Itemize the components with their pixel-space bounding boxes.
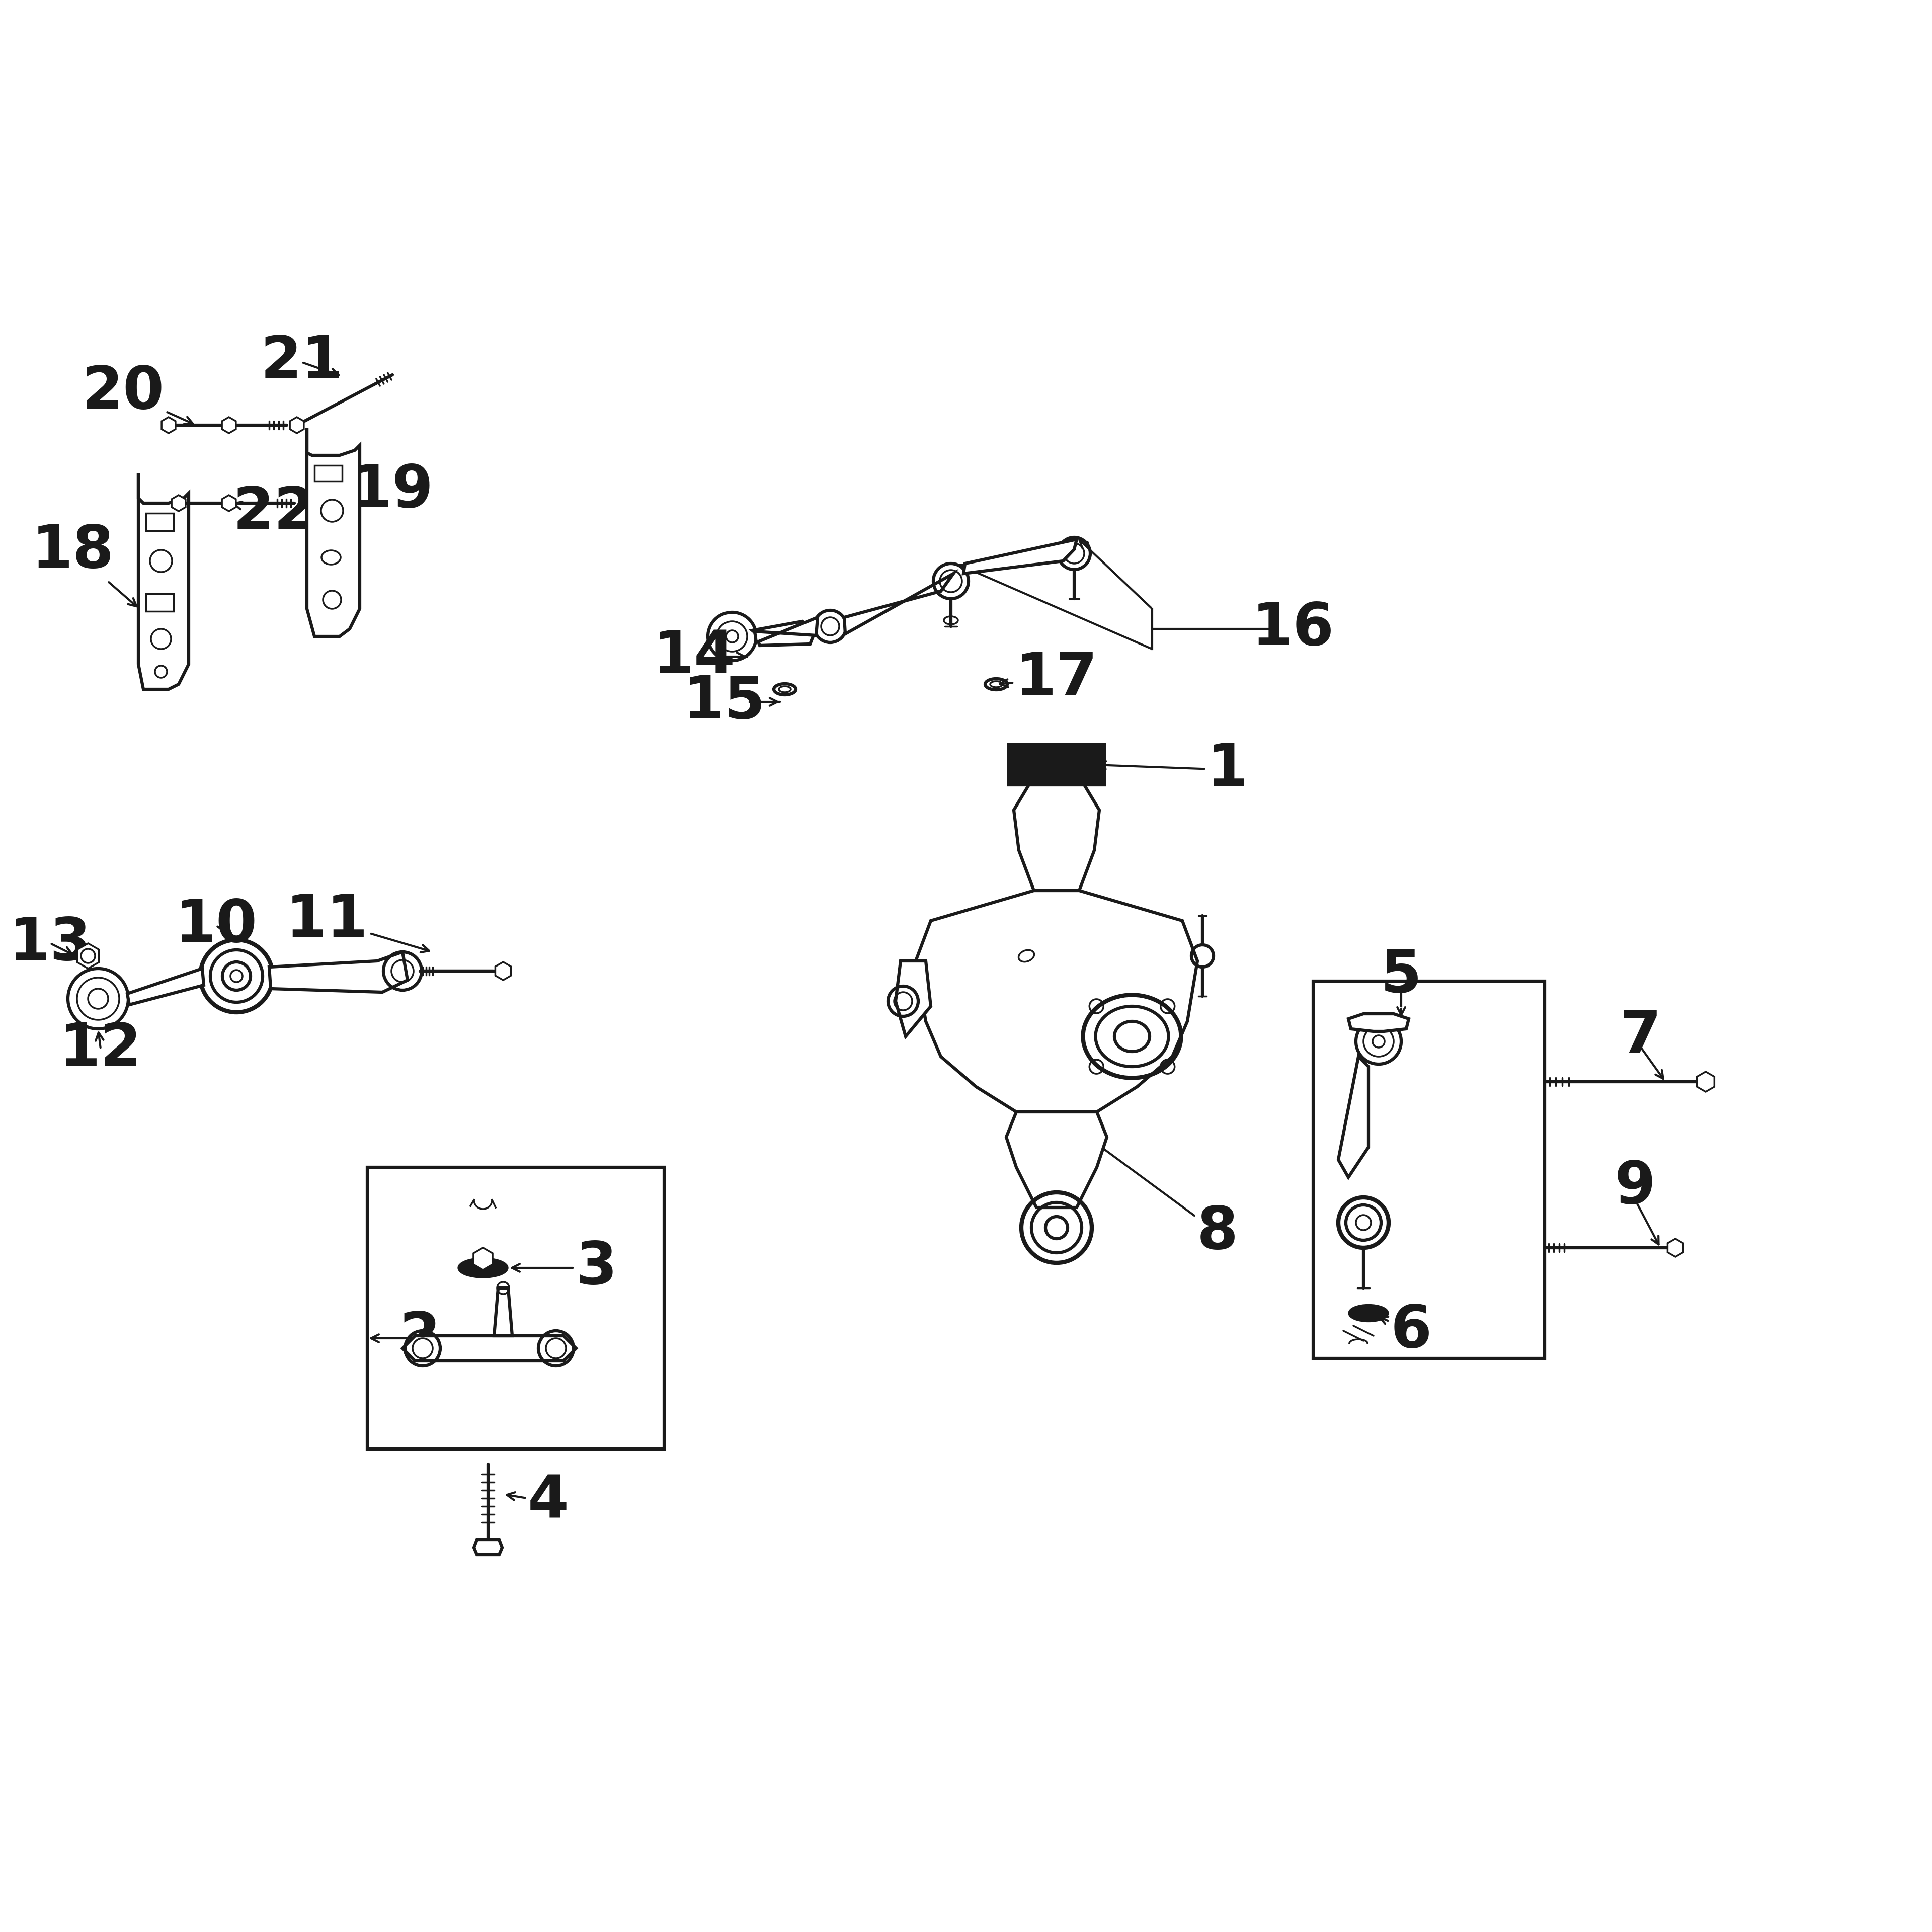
Text: 15: 15 — [684, 672, 765, 730]
Text: 13: 13 — [10, 914, 91, 972]
Polygon shape — [473, 1540, 502, 1555]
Text: 1: 1 — [1097, 740, 1248, 798]
Text: 6: 6 — [1379, 1302, 1432, 1360]
Polygon shape — [222, 495, 236, 512]
Text: 18: 18 — [31, 522, 137, 607]
Text: 9: 9 — [1615, 1159, 1656, 1217]
Text: 10: 10 — [176, 896, 257, 954]
Polygon shape — [495, 962, 510, 980]
Polygon shape — [752, 622, 815, 645]
Text: 16: 16 — [1252, 601, 1335, 657]
Ellipse shape — [460, 1260, 506, 1277]
Polygon shape — [1696, 1072, 1714, 1092]
Text: 11: 11 — [286, 893, 429, 952]
Text: 12: 12 — [60, 1020, 141, 1078]
Polygon shape — [1007, 1113, 1107, 1208]
Text: 17: 17 — [1001, 651, 1097, 709]
Polygon shape — [1014, 784, 1099, 891]
Polygon shape — [269, 952, 408, 993]
Polygon shape — [139, 473, 189, 690]
Text: 19: 19 — [336, 462, 433, 520]
Polygon shape — [1339, 1057, 1368, 1177]
Ellipse shape — [1350, 1306, 1387, 1321]
Text: 7: 7 — [1619, 1007, 1662, 1065]
Polygon shape — [916, 891, 1198, 1113]
Text: 8: 8 — [906, 1003, 1238, 1262]
Polygon shape — [290, 417, 303, 433]
Polygon shape — [162, 417, 176, 433]
Polygon shape — [844, 574, 952, 634]
Polygon shape — [495, 1289, 512, 1335]
Text: 21: 21 — [261, 334, 344, 390]
Bar — [367, 1167, 665, 1449]
Bar — [1314, 981, 1544, 1358]
Polygon shape — [473, 1248, 493, 1269]
Text: 5: 5 — [1381, 947, 1422, 1005]
Polygon shape — [77, 943, 99, 968]
Text: 3: 3 — [512, 1238, 616, 1296]
Bar — [147, 593, 174, 611]
Text: 20: 20 — [81, 363, 193, 423]
Polygon shape — [307, 427, 359, 636]
Text: 22: 22 — [232, 485, 315, 543]
Text: 14: 14 — [653, 628, 736, 686]
Polygon shape — [1667, 1238, 1683, 1258]
Polygon shape — [402, 1335, 576, 1360]
Polygon shape — [1349, 1014, 1408, 1032]
Polygon shape — [755, 618, 817, 643]
Polygon shape — [964, 539, 1076, 574]
Bar — [147, 514, 174, 531]
Text: 2: 2 — [400, 1310, 440, 1368]
Polygon shape — [896, 960, 931, 1036]
Bar — [1009, 744, 1105, 784]
Polygon shape — [128, 968, 203, 1005]
Polygon shape — [172, 495, 185, 512]
Bar — [315, 466, 342, 481]
Polygon shape — [222, 417, 236, 433]
Text: 4: 4 — [506, 1472, 570, 1530]
